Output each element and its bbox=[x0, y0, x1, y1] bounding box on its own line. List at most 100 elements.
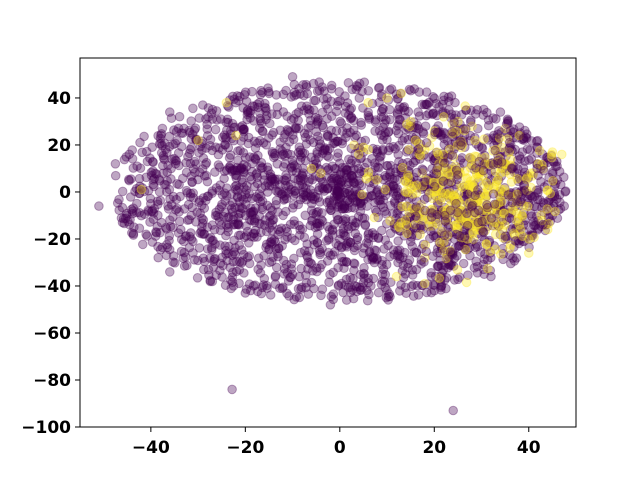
data-point-class-0 bbox=[340, 214, 351, 224]
data-point-class-0 bbox=[380, 190, 391, 201]
data-point-class-0 bbox=[235, 163, 245, 174]
data-point-class-0 bbox=[134, 184, 145, 195]
data-point-class-0 bbox=[491, 114, 501, 124]
data-point-class-0 bbox=[184, 125, 194, 136]
data-point-class-0 bbox=[392, 94, 403, 104]
data-point-class-0 bbox=[474, 156, 485, 167]
data-point-class-0 bbox=[267, 172, 277, 183]
data-point-class-0 bbox=[362, 158, 372, 168]
data-point-class-0 bbox=[312, 266, 322, 277]
data-point-class-0 bbox=[281, 142, 291, 153]
data-point-class-0 bbox=[306, 205, 317, 216]
data-point-class-0 bbox=[188, 193, 199, 203]
data-point-class-1 bbox=[505, 240, 516, 250]
data-point-class-0 bbox=[407, 241, 418, 251]
data-point-class-0 bbox=[309, 194, 320, 205]
data-point-class-0 bbox=[241, 231, 252, 241]
data-point-class-0 bbox=[229, 94, 239, 104]
plot-frame bbox=[79, 57, 577, 428]
data-point-class-0 bbox=[300, 132, 311, 143]
data-point-class-0 bbox=[522, 144, 533, 154]
data-point-class-0 bbox=[153, 241, 163, 252]
data-point-class-0 bbox=[419, 99, 430, 110]
data-point-class-1 bbox=[542, 185, 553, 195]
data-point-class-0 bbox=[463, 217, 473, 228]
data-point-class-0 bbox=[407, 270, 418, 280]
data-point-class-0 bbox=[514, 238, 524, 249]
data-point-class-0 bbox=[449, 275, 460, 285]
data-point-class-0 bbox=[409, 150, 419, 160]
data-point-class-0 bbox=[374, 125, 385, 136]
data-point-class-0 bbox=[495, 186, 505, 197]
data-point-class-0 bbox=[226, 189, 236, 199]
data-point-class-0 bbox=[421, 87, 432, 97]
data-point-class-0 bbox=[393, 93, 403, 104]
data-point-class-0 bbox=[458, 238, 469, 248]
data-point-class-0 bbox=[457, 153, 467, 163]
data-point-class-0 bbox=[390, 163, 401, 174]
data-point-class-0 bbox=[331, 126, 342, 136]
data-point-class-0 bbox=[206, 108, 217, 118]
data-point-class-1 bbox=[434, 165, 445, 176]
data-point-class-0 bbox=[335, 116, 345, 127]
data-point-class-1 bbox=[306, 163, 317, 174]
data-point-class-1 bbox=[455, 213, 465, 224]
data-point-class-0 bbox=[412, 167, 422, 178]
data-point-class-0 bbox=[552, 175, 563, 185]
data-point-class-1 bbox=[411, 180, 422, 190]
data-point-class-0 bbox=[197, 200, 207, 211]
data-point-class-0 bbox=[242, 180, 252, 191]
data-point-class-0 bbox=[371, 245, 381, 256]
data-point-class-0 bbox=[332, 152, 343, 162]
data-point-class-0 bbox=[456, 140, 466, 151]
data-point-class-0 bbox=[214, 204, 225, 215]
data-point-class-1 bbox=[469, 183, 479, 193]
data-point-class-1 bbox=[417, 181, 428, 191]
data-point-class-1 bbox=[494, 188, 504, 199]
data-point-class-0 bbox=[152, 196, 163, 206]
data-point-class-1 bbox=[221, 97, 232, 108]
data-point-class-0 bbox=[195, 228, 205, 238]
data-point-class-0 bbox=[325, 269, 335, 280]
data-point-class-0 bbox=[356, 136, 367, 147]
data-point-class-1 bbox=[464, 179, 474, 190]
data-point-class-0 bbox=[254, 218, 265, 229]
data-point-class-0 bbox=[148, 166, 158, 176]
data-point-class-0 bbox=[367, 228, 378, 238]
data-point-class-0 bbox=[436, 207, 447, 217]
data-point-class-0 bbox=[448, 131, 458, 142]
data-point-class-0 bbox=[376, 112, 387, 122]
data-point-class-0 bbox=[397, 191, 408, 202]
data-point-class-0 bbox=[474, 164, 485, 175]
data-point-class-0 bbox=[429, 225, 439, 235]
data-point-class-0 bbox=[250, 225, 261, 236]
data-point-class-0 bbox=[532, 194, 543, 205]
data-point-class-0 bbox=[447, 164, 457, 175]
data-point-class-1 bbox=[363, 172, 374, 182]
data-point-class-0 bbox=[351, 80, 362, 91]
data-point-class-0 bbox=[408, 291, 419, 301]
data-point-class-1 bbox=[433, 149, 444, 160]
data-point-class-0 bbox=[456, 236, 467, 247]
data-point-class-0 bbox=[295, 224, 305, 235]
data-point-class-0 bbox=[236, 136, 246, 146]
data-point-class-0 bbox=[405, 120, 416, 131]
data-point-class-1 bbox=[435, 171, 445, 182]
data-point-class-0 bbox=[456, 209, 467, 220]
data-point-class-0 bbox=[156, 129, 167, 139]
data-point-class-0 bbox=[347, 193, 358, 204]
data-point-class-0 bbox=[533, 188, 543, 198]
data-point-class-1 bbox=[410, 135, 421, 146]
data-point-class-1 bbox=[542, 204, 553, 214]
data-point-class-0 bbox=[297, 171, 307, 181]
data-point-class-0 bbox=[234, 278, 244, 289]
data-point-class-0 bbox=[385, 172, 395, 182]
data-point-class-0 bbox=[458, 124, 469, 134]
data-point-class-0 bbox=[450, 137, 461, 148]
data-point-class-0 bbox=[336, 118, 347, 128]
data-point-class-0 bbox=[447, 126, 458, 137]
data-point-class-0 bbox=[421, 138, 432, 148]
data-point-class-0 bbox=[330, 163, 340, 174]
data-point-class-0 bbox=[148, 179, 158, 190]
